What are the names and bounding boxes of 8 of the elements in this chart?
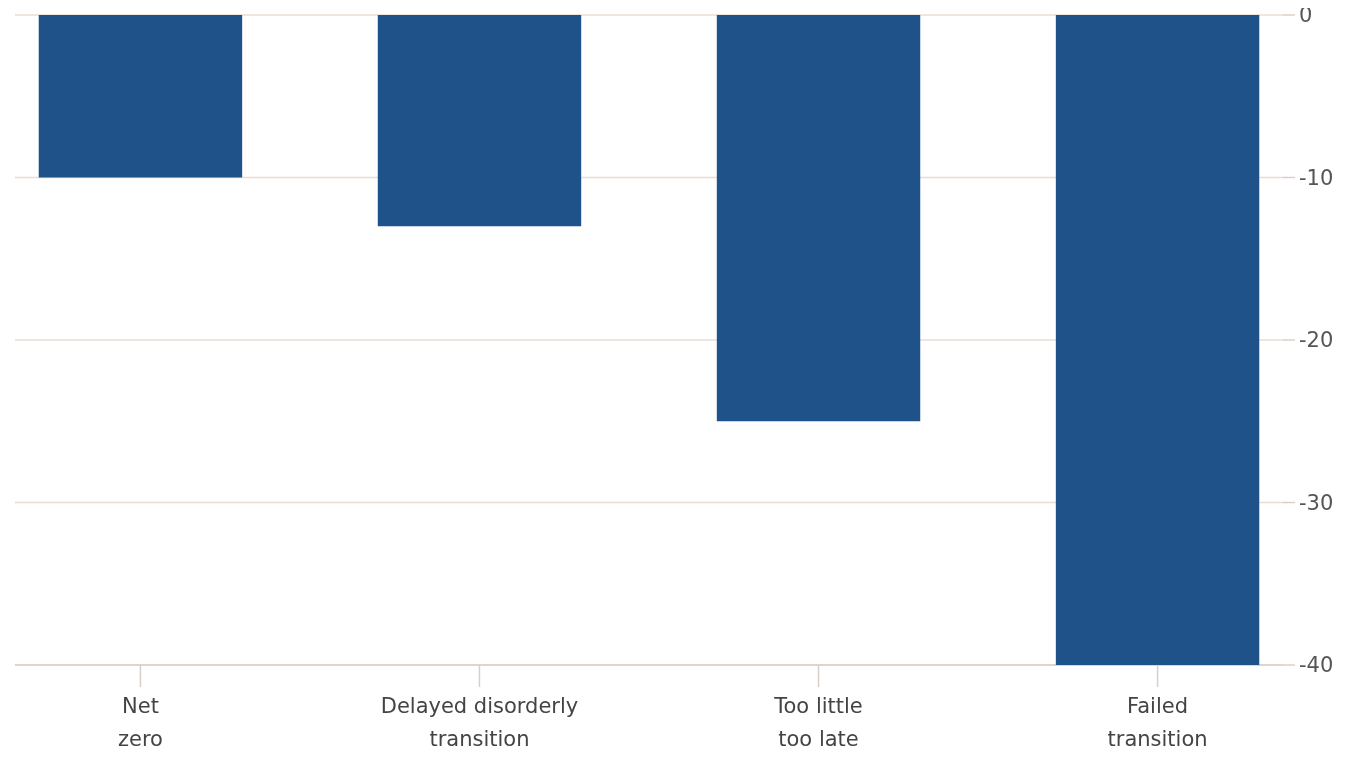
x-tick-label: Net zero <box>117 694 163 751</box>
y-tick-label: -30 <box>1299 490 1334 515</box>
y-tick-label: -40 <box>1299 653 1334 678</box>
x-tick-label: Delayed disorderly transition <box>380 694 579 751</box>
y-tick-label: -10 <box>1299 165 1334 190</box>
x-tick-label: Too little too late <box>773 694 863 751</box>
y-tick-label: -20 <box>1299 328 1334 353</box>
x-tick-label: Failed transition <box>1107 694 1208 751</box>
